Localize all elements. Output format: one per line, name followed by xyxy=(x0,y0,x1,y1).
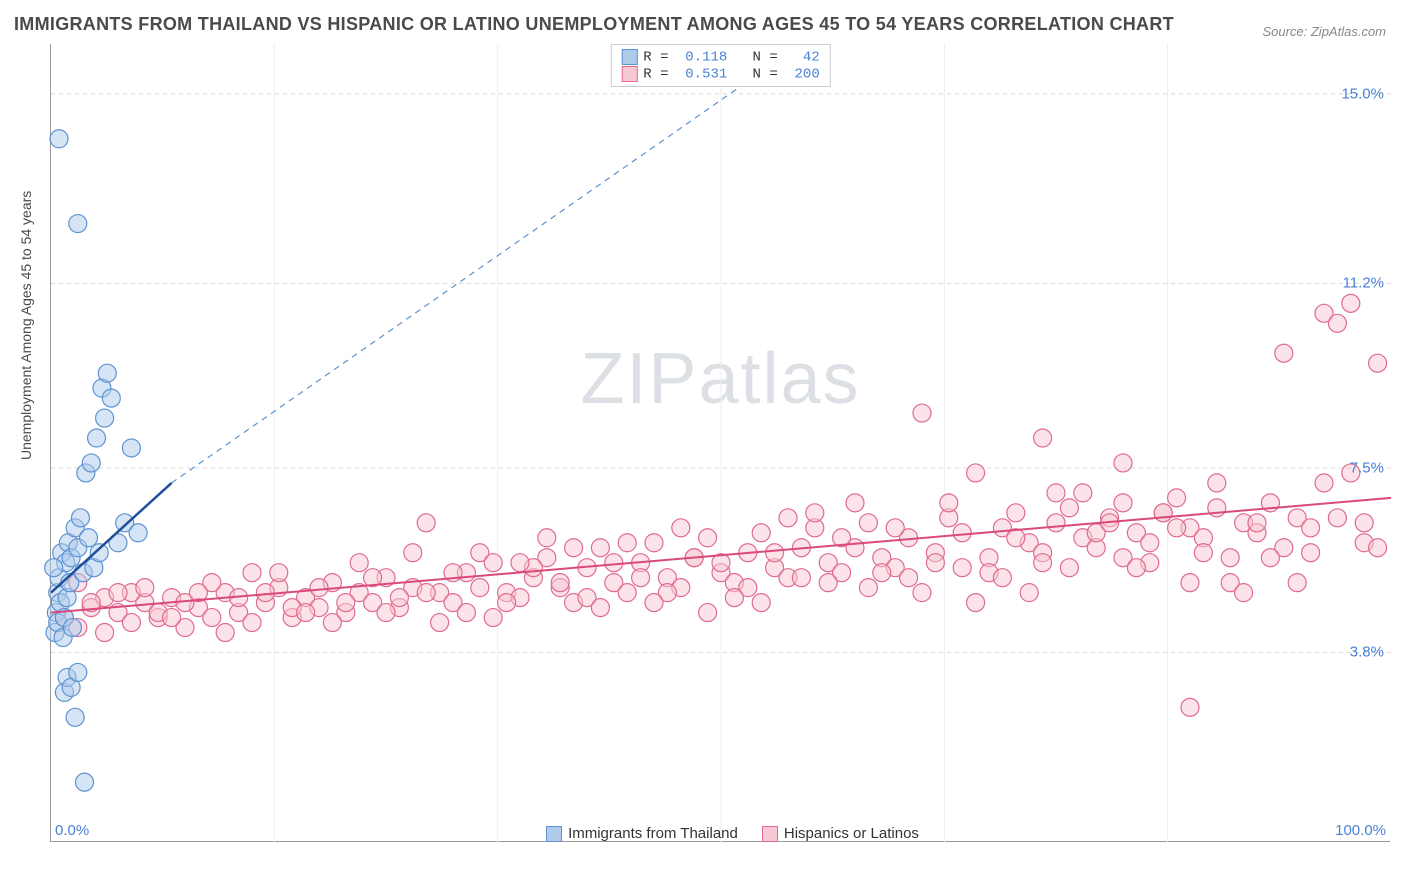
legend-swatch xyxy=(546,826,562,842)
y-tick: 11.2% xyxy=(1343,275,1384,292)
legend-swatch xyxy=(621,66,637,82)
legend-swatch xyxy=(621,49,637,65)
correlation-legend: R = 0.118 N = 42R = 0.531 N = 200 xyxy=(610,44,830,87)
legend-label: Hispanics or Latinos xyxy=(784,825,919,842)
y-axis-label: Unemployment Among Ages 45 to 54 years xyxy=(18,191,34,460)
trend-line-a-extrapolated xyxy=(172,44,802,483)
legend-label: Immigrants from Thailand xyxy=(568,825,738,842)
plot-area: ZIPatlas R = 0.118 N = 42R = 0.531 N = 2… xyxy=(50,44,1390,842)
trend-line-a xyxy=(51,483,172,593)
y-tick: 3.8% xyxy=(1350,644,1384,661)
y-tick: 7.5% xyxy=(1350,459,1384,476)
trend-layer xyxy=(51,44,1390,841)
legend-row: R = 0.118 N = 42 xyxy=(621,49,819,66)
legend-row: R = 0.531 N = 200 xyxy=(621,66,819,83)
series-legend: Immigrants from Thailand Hispanics or Lat… xyxy=(51,825,1390,842)
legend-swatch xyxy=(762,826,778,842)
trend-line-b xyxy=(51,498,1391,613)
chart-title: IMMIGRANTS FROM THAILAND VS HISPANIC OR … xyxy=(14,14,1174,35)
source-label: Source: ZipAtlas.com xyxy=(1262,24,1386,39)
y-tick: 15.0% xyxy=(1341,85,1384,102)
